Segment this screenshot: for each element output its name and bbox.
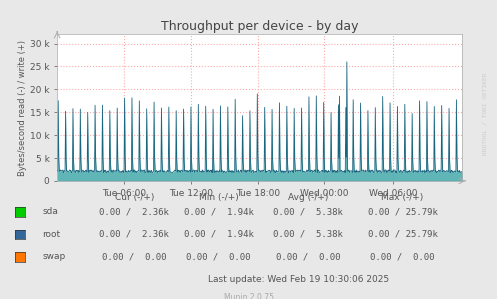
Text: 0.00 /  0.00: 0.00 / 0.00 <box>276 252 340 261</box>
Text: RRDTOOL / TOBI OETIKER: RRDTOOL / TOBI OETIKER <box>482 72 487 155</box>
Text: 0.00 /  5.38k: 0.00 / 5.38k <box>273 230 343 239</box>
Text: sda: sda <box>42 207 58 216</box>
Text: Munin 2.0.75: Munin 2.0.75 <box>224 293 273 299</box>
Text: Max (-/+): Max (-/+) <box>381 193 424 202</box>
Text: 0.00 /  0.00: 0.00 / 0.00 <box>370 252 435 261</box>
Text: 0.00 /  2.36k: 0.00 / 2.36k <box>99 230 169 239</box>
Y-axis label: Bytes/second read (-) / write (+): Bytes/second read (-) / write (+) <box>18 40 27 176</box>
Text: 0.00 / 25.79k: 0.00 / 25.79k <box>368 230 437 239</box>
Text: 0.00 /  5.38k: 0.00 / 5.38k <box>273 207 343 216</box>
Text: swap: swap <box>42 252 66 261</box>
Text: Avg (-/+): Avg (-/+) <box>288 193 329 202</box>
Text: Cur (-/+): Cur (-/+) <box>114 193 154 202</box>
Text: 0.00 /  0.00: 0.00 / 0.00 <box>102 252 166 261</box>
Title: Throughput per device - by day: Throughput per device - by day <box>161 20 358 33</box>
Text: 0.00 /  0.00: 0.00 / 0.00 <box>186 252 251 261</box>
Text: 0.00 /  1.94k: 0.00 / 1.94k <box>184 230 253 239</box>
Text: Min (-/+): Min (-/+) <box>199 193 239 202</box>
Text: 0.00 / 25.79k: 0.00 / 25.79k <box>368 207 437 216</box>
Text: Last update: Wed Feb 19 10:30:06 2025: Last update: Wed Feb 19 10:30:06 2025 <box>208 275 389 284</box>
Text: root: root <box>42 230 60 239</box>
Text: 0.00 /  2.36k: 0.00 / 2.36k <box>99 207 169 216</box>
Text: 0.00 /  1.94k: 0.00 / 1.94k <box>184 207 253 216</box>
